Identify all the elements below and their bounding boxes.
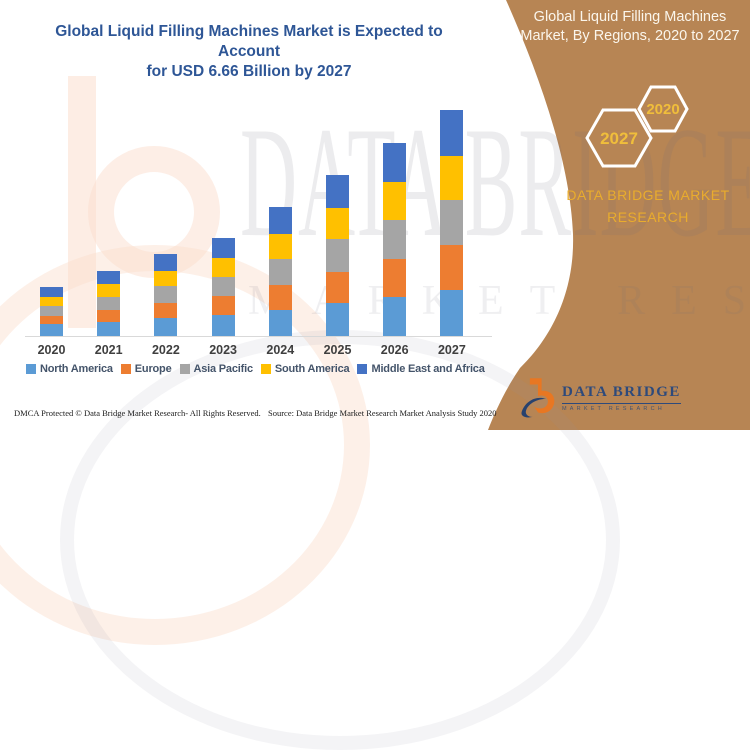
data-bridge-logo-icon: [521, 378, 555, 418]
legend-item-asia-pacific: Asia Pacific: [179, 363, 254, 375]
year-hexagons: 2027 2020: [585, 85, 689, 168]
footer-source-text: Source: Data Bridge Market Research Mark…: [268, 408, 497, 418]
legend-label: Asia Pacific: [193, 363, 254, 375]
bar-segment-middle-east-and-africa: [211, 238, 235, 258]
hexagon-2027-label: 2027: [600, 129, 638, 148]
bar-segment-asia-pacific: [97, 296, 121, 310]
bar-segment-europe: [440, 245, 464, 291]
chart-title: Global Liquid Filling Machines Market is…: [25, 22, 473, 82]
panel-brand-line1: DATA BRIDGE MARKET: [566, 187, 730, 203]
legend-swatch-icon: [357, 364, 368, 374]
legend-label: South America: [274, 363, 350, 375]
bar-segment-south-america: [326, 207, 349, 240]
legend-item-north-america: North America: [26, 363, 113, 375]
x-axis-label-2026: 2026: [380, 343, 409, 357]
bar-segment-europe: [40, 315, 63, 325]
legend-label: North America: [40, 363, 113, 375]
legend-label: Europe: [134, 363, 172, 375]
bar-2025: [326, 174, 349, 336]
panel-heading-line1: Global Liquid Filling Machines: [533, 9, 727, 25]
bar-segment-north-america: [211, 314, 235, 336]
panel-heading: Global Liquid Filling Machines Market, B…: [516, 8, 744, 46]
bar-segment-middle-east-and-africa: [440, 110, 464, 156]
bar-2024: [268, 207, 292, 336]
legend-swatch-icon: [179, 364, 190, 374]
bar-segment-north-america: [440, 290, 464, 336]
bar-2021: [97, 270, 121, 336]
panel-brand-line2: RESEARCH: [607, 209, 689, 225]
bar-segment-asia-pacific: [383, 220, 407, 259]
bar-segment-north-america: [97, 321, 121, 336]
bar-segment-europe: [383, 258, 407, 297]
bar-segment-south-america: [97, 284, 121, 297]
panel-brand-text: DATA BRIDGE MARKET RESEARCH: [543, 184, 750, 228]
bar-segment-asia-pacific: [154, 286, 178, 303]
bar-segment-north-america: [383, 296, 407, 336]
bar-segment-europe: [326, 271, 349, 304]
legend-swatch-icon: [260, 364, 271, 374]
hexagon-2027: [585, 108, 653, 168]
bar-segment-north-america: [154, 318, 178, 336]
x-axis-label-2020: 2020: [37, 343, 66, 357]
bar-segment-europe: [154, 302, 178, 319]
bar-segment-europe: [211, 296, 235, 315]
bar-segment-middle-east-and-africa: [40, 287, 63, 298]
x-axis-label-2025: 2025: [323, 343, 352, 357]
hexagon-2020: [637, 85, 689, 133]
legend-item-south-america: South America: [260, 363, 350, 375]
bar-segment-asia-pacific: [268, 259, 292, 285]
bar-segment-north-america: [40, 324, 63, 336]
logo-text: DATA BRIDGE MARKET RESEARCH: [562, 384, 681, 412]
bar-2027: [440, 110, 464, 336]
bar-segment-south-america: [154, 270, 178, 287]
x-axis-line: [25, 336, 492, 337]
logo-name: DATA BRIDGE: [562, 384, 681, 404]
bar-segment-south-america: [211, 257, 235, 277]
legend-item-middle-east-and-africa: Middle East and Africa: [357, 363, 485, 375]
bar-segment-north-america: [326, 303, 349, 336]
chart-title-line1: Global Liquid Filling Machines Market is…: [55, 23, 443, 60]
bar-segment-asia-pacific: [326, 239, 349, 272]
chart-title-line2: for USD 6.66 Billion by 2027: [146, 63, 352, 80]
data-bridge-logo: DATA BRIDGE MARKET RESEARCH: [520, 376, 681, 420]
bar-segment-europe: [268, 284, 292, 310]
x-axis-label-2021: 2021: [94, 343, 123, 357]
bar-segment-south-america: [268, 234, 292, 260]
bar-segment-asia-pacific: [211, 276, 235, 297]
footer-dmca-text: DMCA Protected © Data Bridge Market Rese…: [14, 408, 261, 418]
logo-b-icon: [529, 378, 555, 414]
bar-segment-middle-east-and-africa: [154, 253, 178, 271]
logo-subtitle: MARKET RESEARCH: [562, 406, 665, 412]
bar-segment-south-america: [383, 181, 407, 221]
watermark-tagline-text: MARKET RESEARCH: [248, 278, 750, 324]
bar-segment-south-america: [440, 155, 464, 201]
x-axis-label-2027: 2027: [437, 343, 466, 357]
bar-2026: [383, 143, 407, 336]
legend-item-europe: Europe: [120, 363, 172, 375]
bar-segment-asia-pacific: [440, 200, 464, 246]
x-axis-label-2023: 2023: [209, 343, 237, 357]
bar-segment-middle-east-and-africa: [268, 207, 292, 235]
bar-segment-middle-east-and-africa: [97, 270, 121, 285]
bar-segment-asia-pacific: [40, 306, 63, 316]
chart-legend: North America Europe Asia Pacific South Ame…: [26, 363, 496, 375]
bar-2022: [154, 253, 178, 336]
bar-segment-middle-east-and-africa: [383, 143, 407, 182]
legend-label: Middle East and Africa: [371, 363, 485, 375]
bar-segment-south-america: [40, 297, 63, 307]
x-axis-label-2022: 2022: [151, 343, 180, 357]
bar-segment-north-america: [268, 309, 292, 336]
logo-swoosh-icon: [521, 397, 547, 418]
panel-heading-line2: Market, By Regions, 2020 to 2027: [520, 28, 740, 44]
x-axis-label-2024: 2024: [266, 343, 295, 357]
bar-2020: [40, 287, 63, 336]
legend-swatch-icon: [120, 364, 131, 374]
bar-2023: [211, 238, 235, 336]
bar-segment-europe: [97, 309, 121, 322]
hexagon-2020-label: 2020: [646, 101, 679, 118]
legend-swatch-icon: [26, 364, 36, 374]
bar-segment-middle-east-and-africa: [326, 174, 349, 208]
